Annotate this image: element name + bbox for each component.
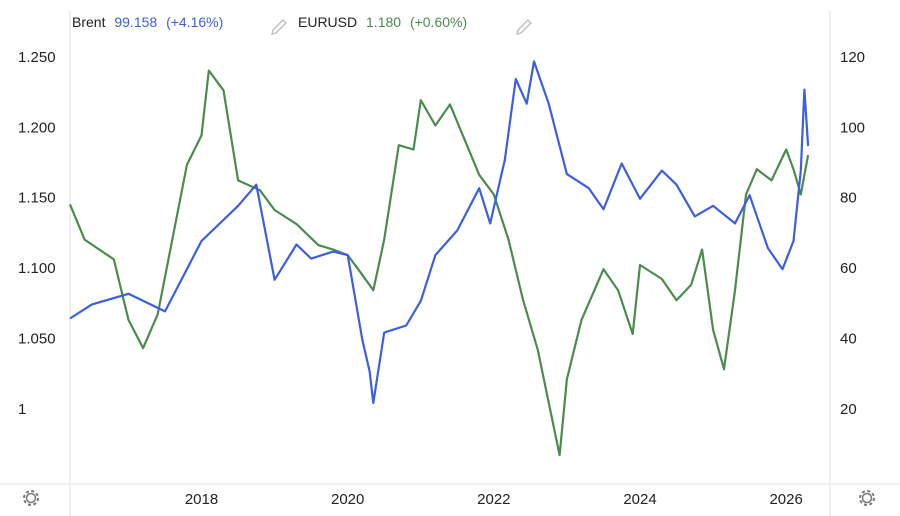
legend-name: EURUSD [298,14,357,30]
gear-teeth [859,490,875,506]
x-tick-label: 2018 [185,491,218,508]
gear-teeth [23,490,39,506]
data-line [68,69,810,457]
y-tick-label: 1.100 [18,260,56,277]
edit-icon[interactable] [271,19,287,35]
y2-tick-label: 40 [840,331,857,348]
legend-readout: 99.158 [114,14,157,30]
legend-change: (+0.60%) [410,14,467,30]
data-line [69,60,810,405]
legend-name: Brent [72,14,106,30]
settings-icon[interactable] [23,490,39,506]
y-tick-label: 1 [18,401,26,418]
y-tick-label: 1.200 [18,119,56,136]
y2-tick-label: 100 [840,119,865,136]
legend-readout: 1.180 [366,14,401,30]
y2-tick-label: 20 [840,401,857,418]
x-tick-label: 2024 [623,491,656,508]
legend-entry: EURUSD 1.180 (+0.60%) [298,14,467,30]
legend: Brent 99.158 (+4.16%) EURUSD 1.180 (+0.6… [72,14,532,35]
y-tick-label: 1.150 [18,190,56,207]
y2-tick-label: 80 [840,190,857,207]
edit-icon[interactable] [516,19,532,35]
y-tick-label: 1.050 [18,331,56,348]
y2-tick-label: 120 [840,49,865,66]
x-tick-label: 2020 [331,491,364,508]
y2-tick-label: 60 [840,260,857,277]
gear-body [25,492,37,504]
x-tick-label: 2022 [477,491,510,508]
legend-entry: Brent 99.158 (+4.16%) [72,14,223,30]
gear-body [861,492,873,504]
x-tick-label: 2026 [769,491,802,508]
y-tick-label: 1.250 [18,49,56,66]
settings-icon[interactable] [859,490,875,506]
legend-change: (+4.16%) [166,14,223,30]
